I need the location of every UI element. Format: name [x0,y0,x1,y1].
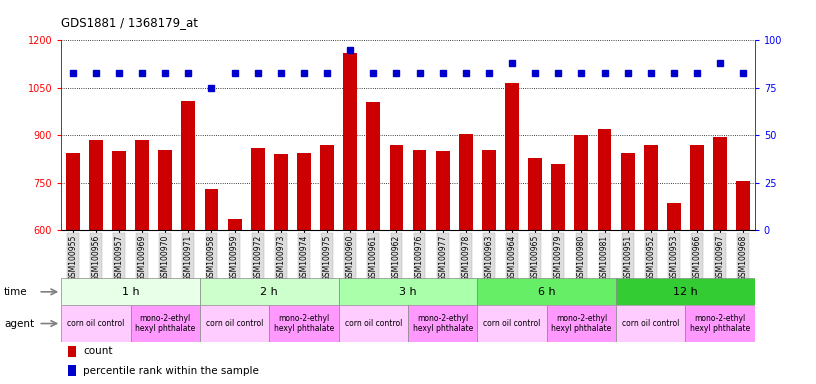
Bar [667,204,681,230]
Text: 1 h: 1 h [122,287,140,297]
Text: 12 h: 12 h [673,287,698,297]
Bar [66,153,80,230]
Bar [690,145,704,230]
Bar [89,140,103,230]
Bar [158,150,172,230]
Bar [436,151,450,230]
Text: corn oil control: corn oil control [622,319,680,328]
Text: corn oil control: corn oil control [206,319,264,328]
Bar [200,305,269,342]
Bar [621,153,635,230]
Text: mono-2-ethyl
hexyl phthalate: mono-2-ethyl hexyl phthalate [552,314,611,333]
Bar [131,305,200,342]
Bar [477,278,616,305]
Bar [339,278,477,305]
Bar [112,151,126,230]
Bar [547,305,616,342]
Text: corn oil control: corn oil control [483,319,541,328]
Text: 3 h: 3 h [399,287,417,297]
Bar [68,346,77,357]
Bar [366,102,380,230]
Text: time: time [4,287,28,297]
Bar [251,148,264,230]
Bar [135,140,149,230]
Bar [644,145,658,230]
Bar [482,150,496,230]
Bar [408,305,477,342]
Text: mono-2-ethyl
hexyl phthalate: mono-2-ethyl hexyl phthalate [413,314,472,333]
Bar [597,129,611,230]
Text: count: count [83,346,113,356]
Bar [269,305,339,342]
Bar [685,305,755,342]
Bar [228,219,242,230]
Bar [181,101,195,230]
Text: percentile rank within the sample: percentile rank within the sample [83,366,259,376]
Bar [61,278,200,305]
Bar [616,305,685,342]
Text: agent: agent [4,318,34,329]
Bar [339,305,408,342]
Text: mono-2-ethyl
hexyl phthalate: mono-2-ethyl hexyl phthalate [690,314,750,333]
Bar [713,137,727,230]
Bar [205,189,219,230]
Bar [528,157,542,230]
Bar [477,305,547,342]
Bar [505,83,519,230]
Bar [574,136,588,230]
Text: GDS1881 / 1368179_at: GDS1881 / 1368179_at [61,16,198,29]
Text: mono-2-ethyl
hexyl phthalate: mono-2-ethyl hexyl phthalate [135,314,195,333]
Bar [459,134,472,230]
Text: mono-2-ethyl
hexyl phthalate: mono-2-ethyl hexyl phthalate [274,314,334,333]
Bar [389,145,403,230]
Text: 2 h: 2 h [260,287,278,297]
Bar [200,278,339,305]
Text: corn oil control: corn oil control [67,319,125,328]
Bar [413,150,427,230]
Bar [616,278,755,305]
Text: 6 h: 6 h [538,287,556,297]
Bar [552,164,565,230]
Bar [68,365,77,376]
Bar [344,53,357,230]
Text: corn oil control: corn oil control [344,319,402,328]
Bar [274,154,288,230]
Bar [297,153,311,230]
Bar [61,305,131,342]
Bar [736,181,750,230]
Bar [320,145,334,230]
